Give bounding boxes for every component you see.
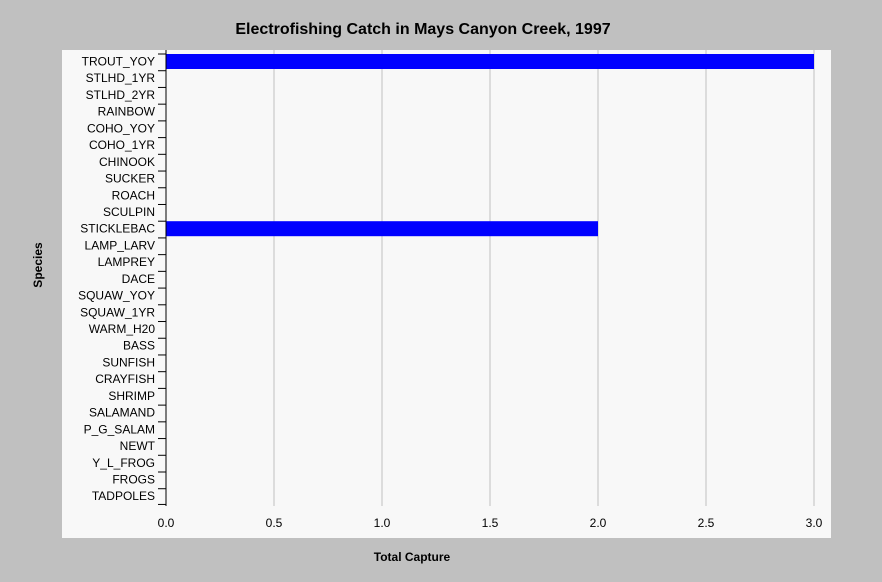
y-tick-label: P_G_SALAM (84, 422, 155, 436)
y-tick-label: ROACH (112, 188, 155, 202)
y-tick-label: SALAMAND (89, 406, 155, 420)
x-tick-label: 2.5 (698, 516, 715, 530)
y-tick-label: BASS (123, 339, 155, 353)
y-tick-label: TROUT_YOY (82, 55, 155, 69)
y-tick-label: SHRIMP (108, 389, 155, 403)
y-tick-label: SUNFISH (102, 355, 155, 369)
x-tick-label: 2.0 (590, 516, 607, 530)
y-tick-label: STICKLEBAC (80, 222, 155, 236)
y-tick-label: FROGS (112, 473, 155, 487)
bars-layer (166, 54, 814, 237)
x-tick-label: 1.5 (482, 516, 499, 530)
chart-title: Electrofishing Catch in Mays Canyon Cree… (235, 21, 610, 38)
y-tick-label: SQUAW_1YR (80, 305, 155, 319)
y-tick-label: TADPOLES (92, 489, 155, 503)
y-tick-label: SUCKER (105, 172, 155, 186)
y-tick-label: SQUAW_YOY (78, 289, 155, 303)
x-tick-label: 1.0 (374, 516, 391, 530)
y-tick-label: NEWT (120, 439, 156, 453)
y-tick-label: COHO_1YR (89, 138, 155, 152)
y-tick-label: LAMPREY (98, 255, 155, 269)
y-tick-label: COHO_YOY (87, 121, 155, 135)
bar-trout-yoy (166, 54, 814, 69)
y-tick-label: STLHD_1YR (86, 71, 156, 85)
y-tick-label: CHINOOK (99, 155, 155, 169)
y-tick-label: STLHD_2YR (86, 88, 156, 102)
y-tick-label: Y_L_FROG (92, 456, 155, 470)
y-axis: TROUT_YOY STLHD_1YR STLHD_2YR RAINBOW COHO_Y… (78, 50, 167, 506)
y-tick-label: CRAYFISH (95, 372, 155, 386)
y-tick-label: RAINBOW (98, 105, 156, 119)
plot-area (62, 50, 831, 538)
x-axis-title: Total Capture (374, 550, 451, 564)
x-tick-label: 3.0 (806, 516, 823, 530)
y-tick-label: WARM_H20 (89, 322, 156, 336)
y-tick-label: LAMP_LARV (85, 238, 155, 252)
x-axis: 0.0 0.5 1.0 1.5 2.0 2.5 3.0 (158, 516, 823, 530)
grid-layer (273, 50, 815, 506)
x-tick-label: 0.5 (266, 516, 283, 530)
x-tick-label: 0.0 (158, 516, 175, 530)
y-axis-title: Species (31, 242, 45, 288)
bar-sticklebac (166, 221, 598, 237)
y-tick-label: SCULPIN (103, 205, 155, 219)
y-tick-label: DACE (122, 272, 155, 286)
